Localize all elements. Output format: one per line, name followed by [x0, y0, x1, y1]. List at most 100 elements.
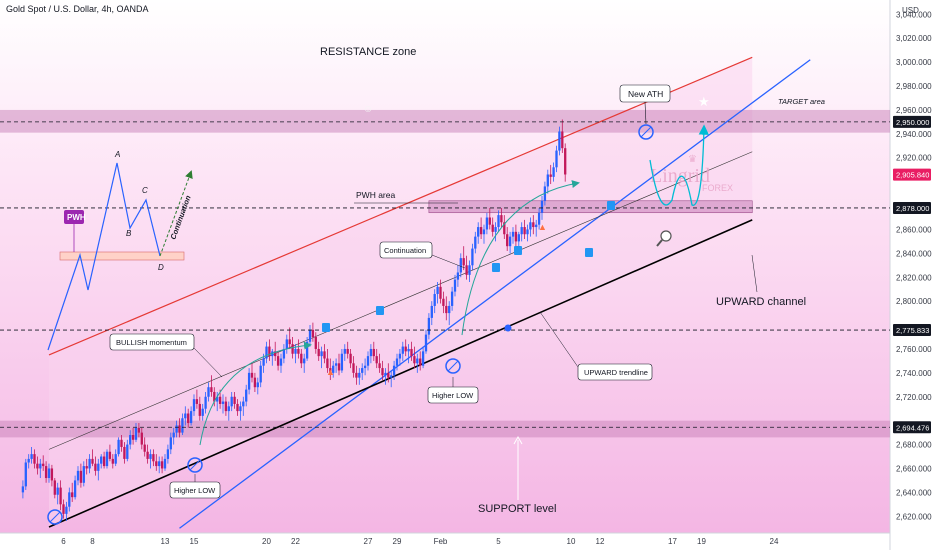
candle-body: [108, 451, 112, 459]
candle-body: [288, 339, 291, 345]
candle-body: [317, 348, 320, 357]
candle-body: [390, 375, 393, 378]
candle-body: [407, 348, 410, 352]
candle-body: [323, 351, 326, 359]
diagram-pwh-tag: [64, 210, 84, 224]
candle-body: [56, 487, 59, 495]
candle-body: [337, 363, 341, 371]
candle-body: [39, 463, 42, 469]
candle-body: [462, 258, 465, 266]
candle-body: [102, 456, 106, 467]
price-level-label: 2,694.476: [896, 423, 929, 432]
candle-body: [131, 435, 135, 440]
line-resistance: [48, 56, 753, 356]
candle-body: [352, 363, 355, 373]
candle-body: [500, 215, 503, 223]
upward-trendline-callout: [577, 363, 653, 381]
candle-body: [82, 466, 85, 483]
pivot-circle-1: [47, 509, 63, 525]
upward-trendline-label: UPWARD trendline: [584, 368, 648, 377]
candle-body: [276, 356, 280, 366]
x-tick-label: 22: [291, 537, 300, 546]
candle-body: [146, 451, 149, 459]
y-tick-label: 2,760.000: [896, 345, 932, 354]
price-level-label: 2,775.833: [896, 326, 929, 335]
candle-body: [334, 363, 338, 366]
x-tick-label: 12: [596, 537, 605, 546]
new-ath-label: New ATH: [628, 89, 663, 99]
candle-body: [448, 305, 451, 314]
y-tick-label: 2,980.000: [896, 82, 932, 91]
candle-body: [311, 329, 315, 338]
x-tick-label: Feb: [434, 537, 448, 546]
candle-body: [561, 131, 564, 149]
candle-body: [97, 463, 100, 471]
candle-body: [134, 427, 138, 440]
candle-body: [300, 353, 303, 364]
support-level-label: SUPPORT level: [478, 503, 556, 515]
candle-body: [514, 231, 518, 242]
candle-body: [42, 463, 45, 467]
candle-body: [36, 463, 39, 469]
candle-body: [303, 358, 306, 364]
pivot-mark-2: [189, 459, 201, 471]
event-marker-icon: [492, 263, 500, 272]
candle-body: [33, 454, 36, 464]
candle-body: [181, 418, 184, 433]
y-tick-label: 3,040.000: [896, 10, 932, 19]
candle-body: [285, 339, 288, 349]
event-marker-icon: [585, 248, 593, 257]
diagram-wave: [47, 162, 161, 351]
candle-body: [105, 451, 109, 467]
candle-body: [140, 432, 143, 445]
candle-body: [68, 492, 71, 507]
candle-body: [224, 401, 228, 412]
candle-body: [91, 458, 94, 464]
rocket-icon: ▲: [326, 367, 335, 377]
line-upward-trendline: [179, 59, 811, 529]
candle-body: [143, 444, 146, 452]
candle-body: [398, 353, 402, 359]
candle-body: [526, 229, 529, 235]
candle-body: [53, 480, 56, 495]
support-arrow-head: [513, 435, 523, 445]
diagram-pwh-zone: [59, 251, 185, 261]
x-tick-label: 13: [161, 537, 170, 546]
price-level-label: 2,878.000: [896, 204, 929, 213]
bullish-momentum-pointer: [193, 347, 223, 378]
candle-body: [511, 231, 515, 237]
candle-body: [265, 346, 268, 359]
candle-body: [253, 377, 257, 388]
candle-body: [47, 468, 51, 479]
candle-body: [465, 265, 468, 275]
price-level-tag: [893, 324, 931, 337]
candle-body: [172, 432, 175, 438]
candle-body: [474, 236, 477, 249]
candle-body: [207, 387, 210, 397]
candle-body: [424, 334, 428, 352]
candle-body: [242, 401, 245, 407]
projection-arrow-2: [461, 180, 580, 336]
candle-body: [30, 454, 33, 459]
pivot-circle-2: [187, 457, 203, 473]
time-axis-background: [0, 533, 890, 550]
y-tick-label: 2,720.000: [896, 393, 932, 402]
y-tick-label: 3,000.000: [896, 58, 932, 67]
candle-body: [413, 356, 416, 364]
price-level-label: 2,950.000: [896, 118, 929, 127]
candle-body: [247, 372, 251, 390]
candle-body: [100, 456, 103, 464]
zones-layer: [0, 109, 890, 438]
candle-body: [416, 358, 419, 364]
candle-body: [401, 346, 404, 354]
resistance-zone-label: RESISTANCE zone: [320, 46, 416, 58]
candle-body: [459, 258, 462, 273]
candle-body: [282, 348, 286, 359]
candle-body: [239, 406, 242, 412]
candle-body: [535, 224, 538, 228]
candle-body: [378, 363, 381, 369]
candle-body: [65, 506, 68, 514]
candle-body: [332, 365, 335, 373]
candle-body: [268, 346, 271, 357]
candle-body: [262, 358, 265, 366]
